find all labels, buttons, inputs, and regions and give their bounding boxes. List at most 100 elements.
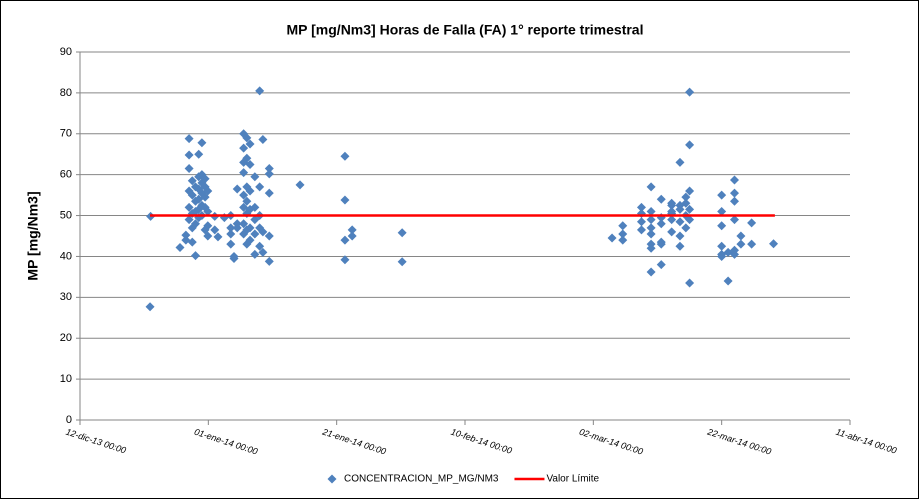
scatter-point [340,255,350,265]
chart-title: MP [mg/Nm3] Horas de Falla (FA) 1° repor… [287,22,644,38]
scatter-point [646,215,656,225]
scatter-point [226,229,236,239]
scatter-point [656,194,666,204]
scatter-point [636,202,646,212]
scatter-point [187,237,197,247]
scatter-point [656,219,666,229]
scatter-point [607,233,617,243]
scatter-point [747,218,757,228]
scatter-point [675,217,685,227]
y-tick-label: 10 [60,373,72,385]
y-tick-label: 90 [60,46,72,58]
scatter-point [242,153,252,163]
scatter-point [245,159,255,169]
scatter-point [232,223,242,233]
scatter-point [667,206,677,216]
scatter-point [210,225,220,235]
scatter-point [242,133,252,143]
scatter-point [636,225,646,235]
scatter-point [245,223,255,233]
scatter-point [187,190,197,200]
scatter-point [203,231,213,241]
y-tick-label: 30 [60,291,72,303]
scatter-point [685,278,695,288]
scatter-point [730,175,739,185]
scatter-point [675,241,685,251]
legend-label: Valor Límite [546,474,599,485]
y-axis-label: MP [mg/Nm3] [25,191,41,280]
scatter-point [255,182,265,192]
scatter-point [232,184,242,194]
scatter-point [618,235,628,245]
scatter-point [184,150,194,160]
scatter-point [636,217,646,227]
scatter-point [184,215,194,225]
scatter-point [264,188,274,198]
scatter-point [145,302,155,312]
scatter-point [255,86,265,96]
y-tick-label: 40 [60,250,72,262]
scatter-point [264,256,274,266]
scatter-point [723,276,733,286]
scatter-point [264,169,274,179]
scatter-point [646,223,656,233]
scatter-point [347,231,357,241]
scatter-point [618,221,628,231]
scatter-point [730,196,739,206]
scatter-point [200,174,210,184]
scatter-point [747,239,757,249]
scatter-point [187,176,197,186]
scatter-point [181,230,191,240]
scatter-point [340,235,350,245]
scatter-point [184,164,194,174]
scatter-point [184,202,194,212]
scatter-point [646,229,656,239]
scatter-point [250,249,260,259]
scatter-point [239,168,249,178]
scatter-point [646,243,656,253]
scatter-point [675,157,685,167]
scatter-point [681,192,691,202]
scatter-point [656,239,666,249]
scatter-point [258,135,268,145]
scatter-point [646,206,656,216]
scatter-point [250,202,260,212]
scatter-point [203,206,213,216]
scatter-point [340,195,350,205]
scatter-point [226,239,236,249]
scatter-point [197,138,207,148]
scatter-point [656,260,666,270]
y-tick-label: 50 [60,209,72,221]
scatter-point [184,134,194,144]
y-tick-label: 60 [60,169,72,181]
scatter-point [295,180,305,190]
scatter-point [242,196,252,206]
scatter-point [258,247,268,257]
scatter-point [646,182,656,192]
scatter-point [213,232,223,242]
scatter-point [340,151,350,161]
scatter-point [264,231,274,241]
scatter-point [685,204,695,214]
scatter-point [397,228,407,238]
scatter-point [736,231,746,241]
scatter-point [717,241,727,251]
scatter-point [191,251,200,261]
scatter-point [667,198,677,208]
scatter-point [769,239,779,249]
scatter-point [264,164,274,174]
scatter-point [730,188,739,198]
scatter-point [685,215,695,225]
scatter-point [239,143,249,153]
y-tick-label: 0 [66,414,72,426]
scatter-point [245,139,255,149]
scatter-point [226,223,236,233]
scatter-point [203,221,213,231]
scatter-point [717,190,727,200]
scatter-point [245,235,255,245]
legend-swatch [327,474,337,484]
scatter-point [685,87,695,97]
scatter-point [681,198,691,208]
